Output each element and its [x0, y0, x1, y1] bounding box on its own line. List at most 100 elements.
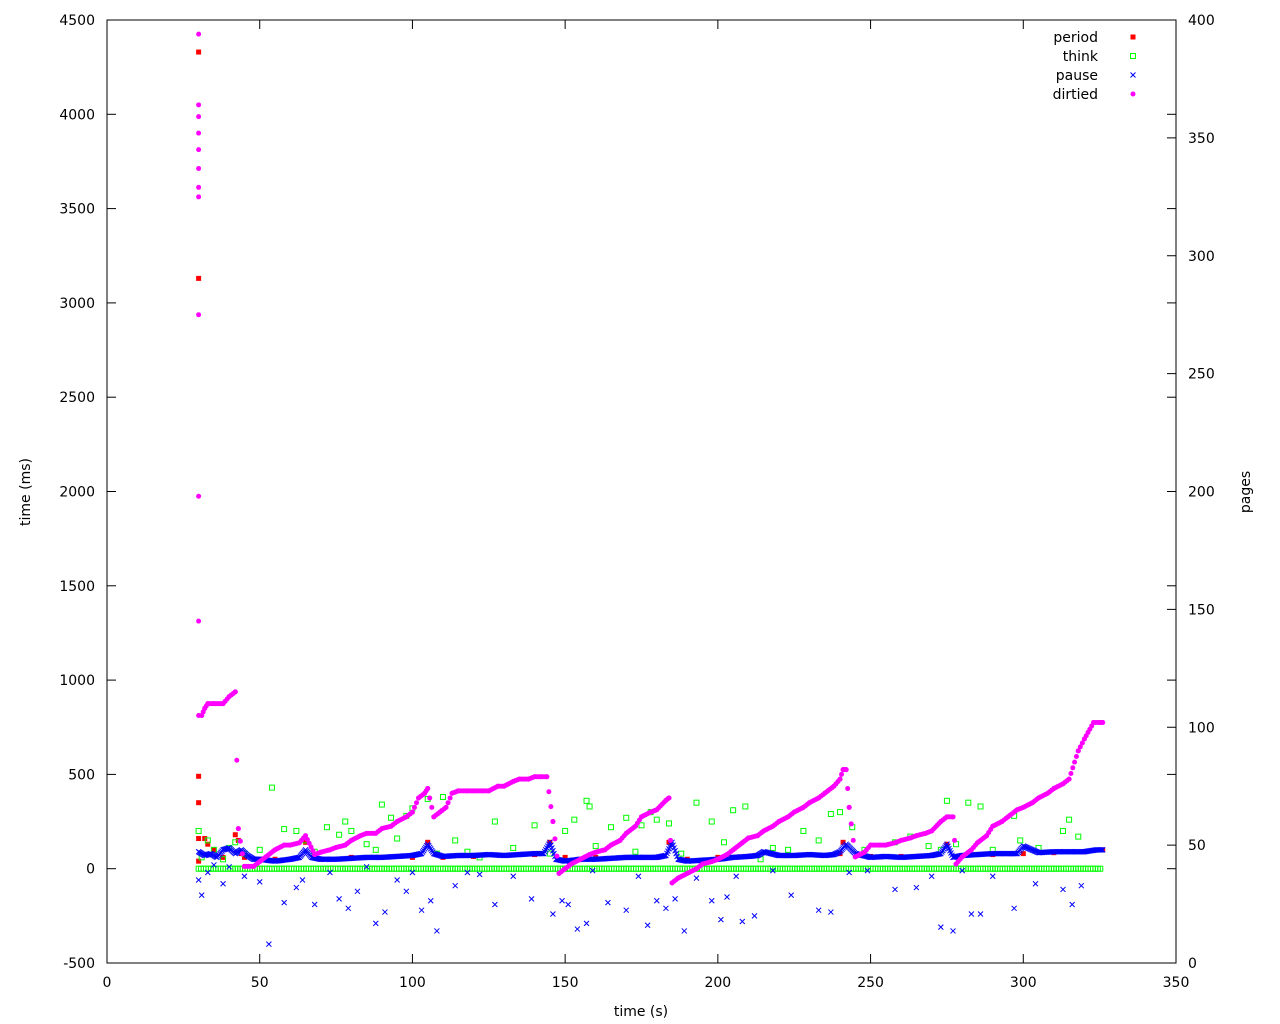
pause-point — [959, 867, 966, 874]
pause-point — [311, 901, 318, 908]
dirtied-point — [839, 771, 845, 777]
legend-marker-think — [1130, 53, 1136, 59]
pause-point — [195, 877, 202, 883]
pause-point — [672, 896, 678, 902]
y-tick-label: 4000 — [59, 107, 95, 123]
pause-point — [1097, 846, 1104, 853]
think-point — [268, 784, 275, 791]
think-point — [769, 844, 776, 851]
pause-point — [204, 869, 211, 876]
think-point — [363, 841, 370, 848]
pause-point — [464, 869, 471, 876]
pause-point — [583, 920, 590, 927]
think-point — [1059, 827, 1066, 834]
think-point — [943, 797, 950, 804]
think-point — [232, 839, 239, 846]
dirtied-point — [411, 804, 417, 810]
x-tick-label: 0 — [103, 975, 112, 991]
pause-point — [418, 907, 425, 914]
period-point — [211, 847, 217, 853]
pause-point — [892, 886, 898, 893]
pause-point — [299, 877, 306, 883]
dirtied-point — [196, 114, 202, 120]
y2-tick-label: 350 — [1188, 131, 1215, 147]
think-point — [720, 839, 727, 846]
pause-point — [294, 854, 301, 861]
legend-label-dirtied: dirtied — [1053, 87, 1098, 103]
pause-point — [281, 899, 288, 906]
dirtied-point — [304, 836, 310, 842]
dirtied-point — [850, 837, 856, 843]
x-tick-label: 250 — [857, 975, 884, 991]
legend-marker-pause — [1130, 72, 1136, 78]
y-tick-label: 0 — [86, 862, 95, 878]
pause-point — [363, 863, 370, 870]
pause-point — [937, 924, 944, 931]
y2-tick-label: 400 — [1188, 13, 1215, 29]
think-point — [510, 844, 517, 851]
dirtied-point — [409, 809, 415, 815]
pause-point — [1078, 882, 1085, 889]
series-layer — [195, 31, 1106, 947]
y-tick-label: 2500 — [59, 390, 95, 406]
pause-point — [864, 867, 871, 874]
pause-point — [1060, 886, 1066, 893]
dirtied-point — [1066, 776, 1072, 782]
pause-point — [434, 928, 440, 934]
dirtied-point — [303, 833, 309, 839]
dirtied-point — [196, 194, 202, 200]
pause-point — [1099, 846, 1106, 853]
pause-point — [345, 905, 352, 912]
pause-point — [550, 911, 556, 917]
think-point — [388, 814, 395, 821]
pause-point — [928, 873, 935, 880]
pause-point — [293, 884, 300, 891]
x-tick-label: 200 — [704, 975, 731, 991]
x-axis-ticks: 0 50 100 150 200 250 300 350 — [103, 20, 1189, 991]
legend-markers — [1130, 34, 1136, 97]
pause-point — [492, 901, 498, 908]
period-point — [241, 854, 247, 860]
y2-tick-label: 100 — [1188, 720, 1215, 736]
think-point — [323, 824, 330, 831]
legend-marker-period — [1130, 34, 1136, 40]
think-point — [586, 803, 593, 810]
pause-point — [708, 897, 715, 904]
dirtied-point — [414, 800, 420, 806]
dirtied-point — [846, 804, 852, 810]
y-tick-label: 3500 — [59, 202, 95, 218]
pause-point — [769, 867, 776, 874]
dirtied-point — [196, 166, 202, 172]
pause-point — [559, 897, 565, 904]
y-tick-label: 3000 — [59, 296, 95, 312]
dirtied-point — [1068, 770, 1074, 776]
pause-point — [1032, 880, 1039, 887]
think-point — [583, 797, 590, 804]
dirtied-point — [196, 618, 202, 624]
legend-marker-dirtied — [1130, 91, 1136, 97]
y-axis-label: time (ms) — [18, 458, 34, 526]
dirtied-point — [196, 312, 202, 318]
think-point — [1075, 833, 1082, 840]
dirtied-point — [950, 814, 956, 820]
pause-point — [733, 873, 740, 880]
pause-point — [718, 916, 724, 923]
pause-point — [644, 922, 651, 929]
period-point — [196, 800, 202, 806]
think-point — [491, 818, 498, 825]
pause-point — [653, 897, 660, 904]
think-point — [965, 799, 972, 806]
think-point — [562, 827, 569, 834]
think-point — [665, 820, 672, 827]
dirtied-point — [196, 493, 202, 499]
dirtied-point — [666, 795, 672, 801]
think-point — [220, 856, 227, 863]
think-baseline — [195, 865, 1104, 872]
think-point — [293, 827, 300, 834]
pause-point — [635, 873, 642, 880]
pause-point — [846, 869, 853, 876]
pause-point — [739, 918, 746, 925]
think-point — [632, 848, 639, 855]
think-point — [378, 801, 385, 808]
think-point — [977, 803, 984, 810]
